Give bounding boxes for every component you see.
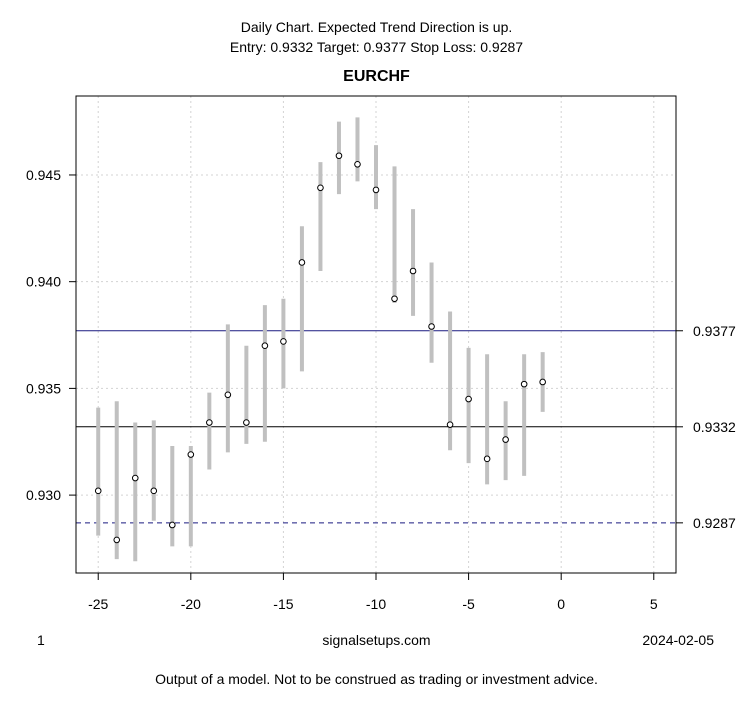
close-points (94, 152, 546, 544)
close-point (131, 474, 139, 482)
close-point (539, 378, 546, 386)
y-tick-label: 0.945 (26, 167, 61, 183)
close-point (520, 380, 528, 388)
x-tick-label: 5 (650, 596, 658, 612)
close-point (187, 451, 195, 458)
y-tick-label: 0.930 (26, 487, 61, 503)
close-point (206, 419, 213, 426)
chart-plot: -25 -20 -15 -10 -5 0 5 0.930 0.935 0.940 0.945 0.… (26, 95, 736, 612)
x-tick-label: -25 (88, 596, 108, 612)
close-point (372, 186, 380, 194)
close-point (446, 421, 454, 428)
level-label: 0.9287 (693, 515, 736, 531)
source-website: signalsetups.com (322, 632, 431, 648)
close-point (409, 267, 417, 275)
close-point (428, 323, 435, 330)
close-point (298, 259, 306, 266)
level-labels: 0.9377 0.9332 0.9287 (676, 323, 736, 531)
level-label: 0.9332 (693, 419, 736, 435)
close-point (483, 455, 491, 463)
close-point (280, 338, 287, 345)
chart-subtitle-levels: Entry: 0.9332 Target: 0.9377 Stop Loss: … (229, 39, 524, 55)
chart-date: 2024-02-05 (642, 632, 714, 648)
level-lines (76, 330, 676, 524)
close-point (113, 536, 121, 544)
close-point (94, 487, 102, 495)
close-point (168, 521, 176, 529)
y-tick-label: 0.935 (26, 380, 61, 396)
x-tick-label: -5 (462, 596, 475, 612)
chart-title: EURCHF (343, 68, 410, 85)
level-label: 0.9377 (693, 323, 736, 339)
chart-subtitle-trend: Daily Chart. Expected Trend Direction is… (240, 19, 513, 35)
page-number: 1 (37, 632, 45, 648)
close-point (335, 152, 343, 160)
close-point (391, 295, 398, 303)
x-tick-label: -15 (273, 596, 293, 612)
x-axis: -25 -20 -15 -10 -5 0 5 (88, 573, 658, 612)
close-point (261, 342, 269, 350)
y-tick-label: 0.940 (26, 274, 61, 290)
close-point (317, 184, 324, 192)
close-point (224, 391, 232, 399)
close-point (150, 487, 158, 495)
close-point (465, 395, 472, 403)
disclaimer-text: Output of a model. Not to be construed a… (155, 671, 598, 687)
close-point (354, 160, 361, 168)
range-bars (96, 117, 545, 562)
y-axis: 0.930 0.935 0.940 0.945 (26, 167, 76, 503)
x-tick-label: 0 (557, 596, 565, 612)
x-tick-label: -10 (366, 596, 386, 612)
close-point (243, 419, 250, 426)
x-tick-label: -20 (181, 596, 201, 612)
close-point (502, 436, 509, 443)
